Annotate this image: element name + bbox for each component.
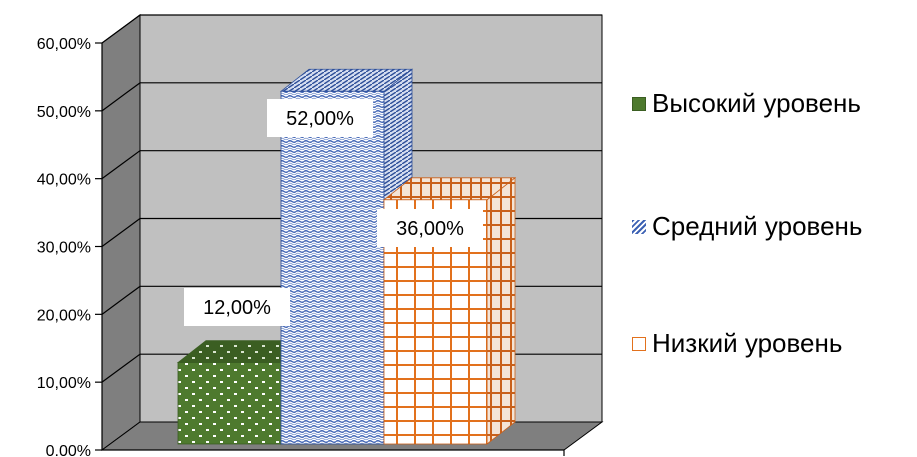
data-label-text: 12,00% [203, 297, 271, 319]
gridline [101, 82, 602, 112]
data-label-text: 36,00% [396, 218, 464, 240]
legend-label-medium: Средний уровень [652, 211, 863, 241]
data-label-box [377, 209, 483, 247]
y-tick-label: 40,00% [37, 172, 91, 189]
gridline [101, 14, 602, 44]
bar-side-low [486, 176, 516, 445]
legend-swatch-high [632, 96, 646, 111]
data-label-box [184, 288, 290, 326]
legend: Высокий уровень Средний уровень Низкий у… [632, 0, 917, 457]
data-label-text: 52,00% [286, 108, 354, 130]
y-tick-label: 60,00% [37, 36, 91, 53]
data-label-high: 12,00% [184, 288, 290, 326]
y-tick-label: 50,00% [37, 104, 91, 121]
gridline [101, 150, 602, 180]
legend-item-medium: Средний уровень [632, 211, 862, 242]
data-label-box [267, 99, 373, 137]
y-tick-label: 10,00% [37, 375, 91, 392]
y-axis: 0.00% 10,00% 20,00% 30,00% 40,00% 50,00% 60,00… [37, 36, 565, 457]
y-tick-label: 30,00% [37, 240, 91, 257]
y-tick-label: 20,00% [37, 307, 91, 324]
legend-swatch-medium [632, 219, 646, 234]
legend-item-low: Низкий уровень [632, 328, 842, 359]
bar-chart: 0.00% 10,00% 20,00% 30,00% 40,00% 50,00% 60,00… [37, 14, 604, 457]
y-tick-label: 0.00% [46, 443, 91, 457]
data-label-medium: 52,00% [267, 99, 373, 137]
legend-item-high: Высокий уровень [632, 88, 861, 119]
legend-label-high: Высокий уровень [652, 88, 861, 118]
bar-front-medium [280, 90, 385, 445]
legend-label-low: Низкий уровень [652, 328, 843, 358]
data-labels: 12,00% 52,00% 36,00% [184, 99, 483, 326]
data-label-low: 36,00% [377, 209, 483, 247]
bar-front-high [177, 362, 282, 445]
legend-swatch-low [632, 336, 646, 351]
